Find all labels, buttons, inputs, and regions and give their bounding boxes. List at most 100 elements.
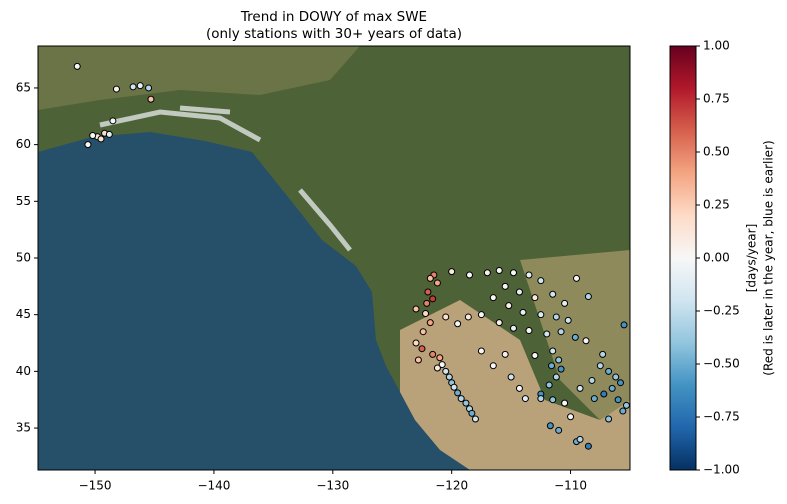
station-point [616,379,624,387]
station-point [507,373,515,381]
x-tick-label: −140 [197,479,230,493]
colorbar-tick-label: −0.75 [703,410,740,424]
station-point [546,422,554,430]
station-point [422,310,430,318]
station-point [510,269,518,277]
y-tick-label: 50 [16,251,31,265]
colorbar-label: (Red is later in the year, blue is earli… [762,140,776,375]
station-point [429,295,437,303]
station-point [483,269,491,277]
station-point [105,130,113,138]
station-point [442,313,450,321]
station-point [515,288,523,296]
station-point [112,85,120,93]
station-point [555,426,563,434]
station-point [576,435,584,443]
station-point [436,354,444,362]
station-point [438,361,446,369]
station-point [464,313,472,321]
station-point [608,384,616,392]
station-point [489,294,497,302]
y-tick-label: 35 [16,421,31,435]
colorbar-tick-label: 0.25 [703,198,730,212]
station-point [557,328,565,336]
station-point [426,274,434,282]
colorbar-tick-label: −0.50 [703,357,740,371]
station-point [89,132,97,140]
y-tick-label: 40 [16,364,31,378]
station-point [531,294,539,302]
station-point [537,277,545,285]
station-point [620,321,628,329]
station-point [468,409,476,417]
colorbar [669,45,697,471]
station-point [519,308,527,316]
station-point [521,395,529,403]
x-tick-label: −150 [79,479,112,493]
desert [400,300,630,470]
station-point [552,313,560,321]
snow [99,105,352,252]
station-point [412,339,420,347]
station-point [614,396,622,404]
station-point [584,293,592,301]
station-point [619,407,627,415]
colorbar-tick-label: 0.75 [703,92,730,106]
colorbar-tick-label: 0.50 [703,145,730,159]
station-point [545,381,553,389]
station-point [557,365,565,373]
station-point [454,320,462,328]
station-point [412,305,420,313]
station-point [73,62,81,70]
x-tick-label: −110 [554,479,587,493]
station-point [537,311,545,319]
station-point [424,288,432,296]
station-point [414,356,422,364]
station-point [576,384,584,392]
y-tick-label: 45 [16,307,31,321]
station-point [445,373,453,381]
points [73,62,630,450]
station-point [596,362,604,370]
station-point [429,350,437,358]
colorbar-tick-label: 0.00 [703,251,730,265]
station-point [505,302,513,310]
station-point [450,383,458,391]
station-point [573,274,581,282]
station-point [600,390,608,398]
station-point [419,328,427,336]
station-point [571,333,579,341]
station-point [599,350,607,358]
y-tick-label: 55 [16,194,31,208]
colorbar-tick-label: 1.00 [703,39,730,53]
station-point [477,311,485,319]
station-point [515,384,523,392]
station-point [501,350,509,358]
station-point [457,395,465,403]
station-point [549,290,557,298]
station-point [555,356,563,364]
station-point [605,367,613,375]
station-point [454,389,462,397]
tundra [38,46,360,110]
station-point [418,345,426,353]
station-point [525,271,533,279]
station-point [471,415,479,423]
station-point [543,330,551,338]
chart-subtitle: (only stations with 30+ years of data) [206,26,462,42]
station-point [448,268,456,276]
station-point [423,299,431,307]
map [38,46,630,470]
station-point [584,442,592,450]
station-point [442,367,450,375]
station-point [588,376,596,384]
station-point [462,399,470,407]
station-point [426,319,434,327]
station-point [147,95,155,103]
x-tick-label: −120 [435,479,468,493]
station-point [433,279,441,287]
station-point [109,117,117,125]
station-point [501,282,509,290]
colorbar-label: [days/year] [745,224,759,293]
